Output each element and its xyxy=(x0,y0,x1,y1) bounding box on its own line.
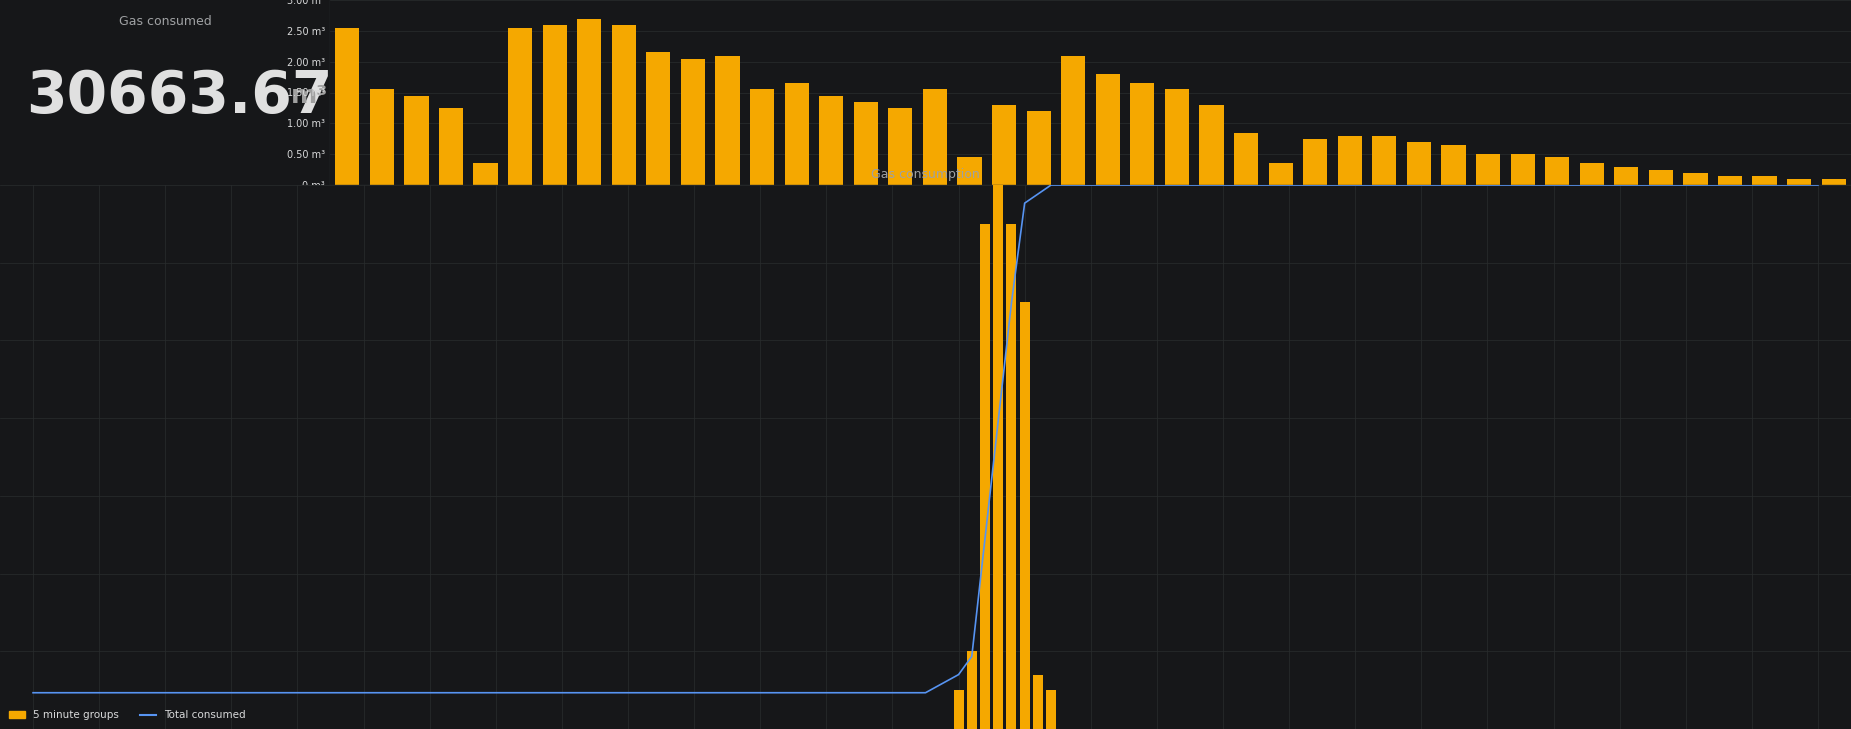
Bar xyxy=(853,102,877,185)
Total consumed xyxy=(1740,181,1762,190)
Bar xyxy=(1442,145,1466,185)
Total consumed xyxy=(154,688,176,697)
Bar xyxy=(370,90,394,185)
Total consumed xyxy=(1675,181,1697,190)
Bar xyxy=(1131,83,1155,185)
Bar xyxy=(924,90,948,185)
Bar xyxy=(716,55,740,185)
Total consumed xyxy=(1146,181,1168,190)
Bar xyxy=(1096,74,1120,185)
Total consumed xyxy=(1477,181,1499,190)
Bar xyxy=(1546,157,1570,185)
Bar xyxy=(966,651,977,729)
Bar xyxy=(646,52,670,185)
Total consumed xyxy=(961,652,983,661)
Total consumed xyxy=(1079,181,1101,190)
Bar xyxy=(1268,163,1292,185)
Bar xyxy=(507,28,533,185)
Total consumed xyxy=(1277,181,1299,190)
Line: Total consumed: Total consumed xyxy=(33,185,1818,693)
Bar xyxy=(1786,179,1812,185)
Bar xyxy=(1407,142,1431,185)
Bar xyxy=(1338,136,1362,185)
Bar xyxy=(335,28,359,185)
Text: Gas consumed: Gas consumed xyxy=(118,15,211,28)
Total consumed xyxy=(948,670,970,679)
Total consumed xyxy=(1000,298,1022,307)
Total consumed xyxy=(287,688,309,697)
Total consumed xyxy=(418,688,441,697)
Total consumed xyxy=(1609,181,1631,190)
Total consumed xyxy=(1040,181,1062,190)
Bar xyxy=(404,95,429,185)
Bar xyxy=(820,95,844,185)
Bar xyxy=(1821,179,1845,185)
Bar xyxy=(1007,224,1016,729)
Bar xyxy=(785,83,809,185)
Bar xyxy=(681,58,705,185)
Bar xyxy=(1718,176,1742,185)
Total consumed xyxy=(1014,199,1037,208)
Bar xyxy=(992,105,1016,185)
Bar xyxy=(994,185,1003,729)
Bar xyxy=(578,18,602,185)
Total consumed xyxy=(974,534,996,543)
Bar xyxy=(888,108,913,185)
Bar xyxy=(1683,173,1707,185)
Total consumed xyxy=(1410,181,1433,190)
Bar xyxy=(1199,105,1224,185)
Bar xyxy=(1020,302,1029,729)
Total consumed xyxy=(22,688,44,697)
Bar xyxy=(979,224,990,729)
Bar xyxy=(1372,136,1396,185)
Title: Gas consumption: Gas consumption xyxy=(872,168,979,181)
Bar xyxy=(542,25,566,185)
Total consumed xyxy=(914,688,937,697)
Text: 30663.67: 30663.67 xyxy=(26,68,333,125)
Bar xyxy=(1649,170,1673,185)
Legend: 5 minute groups, Total consumed: 5 minute groups, Total consumed xyxy=(6,706,250,725)
Bar xyxy=(1164,90,1188,185)
Bar xyxy=(1579,163,1603,185)
Bar xyxy=(1235,133,1259,185)
Bar xyxy=(1475,154,1499,185)
Bar xyxy=(1303,139,1327,185)
Total consumed xyxy=(683,688,705,697)
Total consumed xyxy=(1212,181,1235,190)
Total consumed xyxy=(814,688,837,697)
Bar xyxy=(1027,111,1051,185)
Total consumed xyxy=(1807,181,1829,190)
Bar xyxy=(1061,55,1085,185)
Bar xyxy=(953,690,964,729)
Bar xyxy=(1510,154,1534,185)
Bar xyxy=(439,108,463,185)
Total consumed xyxy=(1027,190,1050,198)
Total consumed xyxy=(552,688,574,697)
Bar xyxy=(1614,166,1638,185)
Bar xyxy=(611,25,637,185)
Bar xyxy=(750,90,774,185)
Bar xyxy=(474,163,498,185)
Bar xyxy=(1753,176,1777,185)
Bar xyxy=(957,157,981,185)
Total consumed xyxy=(1344,181,1366,190)
Total consumed xyxy=(987,416,1009,425)
Bar xyxy=(1046,690,1057,729)
Bar xyxy=(1033,674,1042,729)
Text: m³: m³ xyxy=(291,85,328,108)
Total consumed xyxy=(1542,181,1564,190)
